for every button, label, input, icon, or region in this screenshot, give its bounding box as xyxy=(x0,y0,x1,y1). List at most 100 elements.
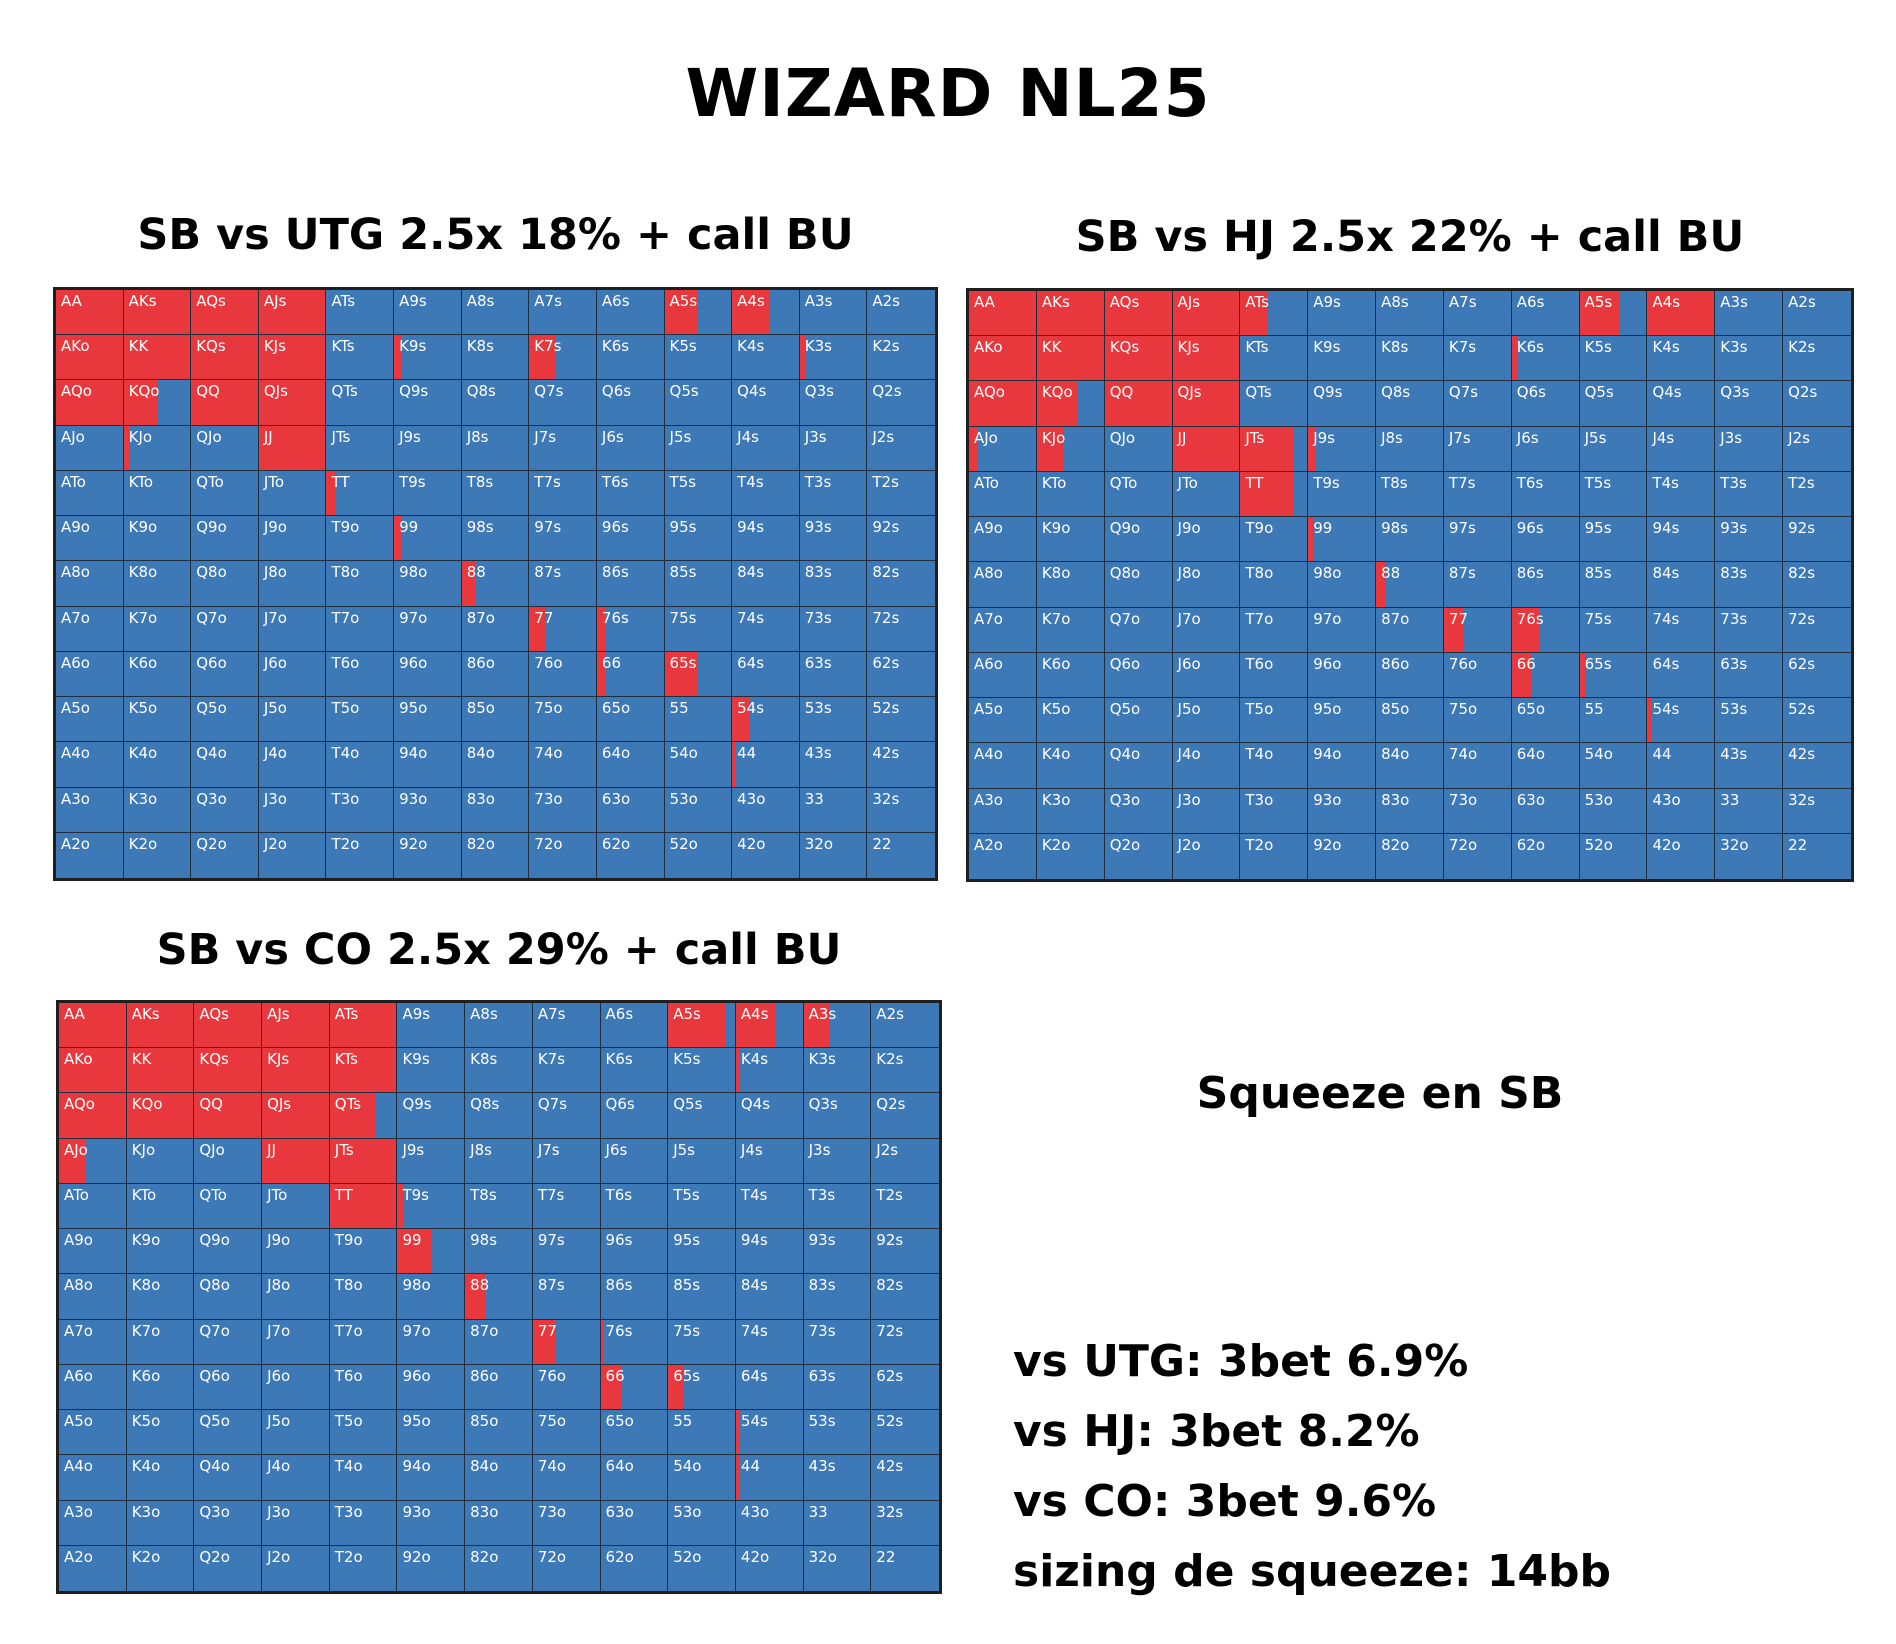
hand-cell: 62s xyxy=(1783,652,1851,699)
hand-cell: 96s xyxy=(1511,517,1580,563)
hand-label: A7s xyxy=(534,292,562,310)
raise-fill xyxy=(969,336,1036,381)
hand-label: T4s xyxy=(740,1185,768,1204)
hand-cell: 84o xyxy=(1376,743,1444,789)
hand-cell: K6o xyxy=(1036,652,1105,699)
hand-cell: J9s xyxy=(394,425,462,471)
hand-label: 92s xyxy=(872,518,900,537)
hand-cell: 55 xyxy=(668,1410,736,1456)
hand-label: K7s xyxy=(537,1050,566,1069)
hand-cell: 64o xyxy=(600,1455,669,1501)
hand-label: 63s xyxy=(1720,654,1748,673)
hand-cell: KQs xyxy=(1104,336,1173,382)
hand-cell: 72s xyxy=(1783,607,1851,653)
hand-cell: 85o xyxy=(461,697,530,743)
hand-label: Q7s xyxy=(537,1095,568,1114)
hand-cell: 96s xyxy=(596,516,665,562)
hand-label: K6o xyxy=(131,1366,161,1385)
hand-cell: Q6s xyxy=(600,1093,669,1139)
hand-label: K4s xyxy=(1652,338,1680,357)
hand-label: QQ xyxy=(199,1095,223,1114)
raise-fill xyxy=(59,1048,126,1093)
hand-cell: A5s xyxy=(1579,291,1648,337)
hand-cell: T7o xyxy=(326,606,395,652)
hand-cell: AJs xyxy=(258,290,327,336)
hand-label: J2o xyxy=(263,834,287,853)
hand-cell: 75s xyxy=(1579,607,1648,653)
hand-label: K9s xyxy=(399,337,427,356)
hand-cell: QTs xyxy=(1240,381,1309,427)
hand-label: QQ xyxy=(196,382,220,401)
hand-cell: T6o xyxy=(329,1364,398,1411)
hand-cell: QTo xyxy=(1104,471,1173,518)
hand-cell: AQo xyxy=(59,1093,127,1139)
hand-cell: QJs xyxy=(258,380,327,426)
hand-cell: 98o xyxy=(394,561,462,607)
hand-label: 53s xyxy=(808,1412,836,1431)
hand-label: KQo xyxy=(1041,383,1073,402)
hand-cell: 32o xyxy=(1715,833,1784,879)
hand-cell: 33 xyxy=(803,1500,872,1546)
hand-cell: A6o xyxy=(56,651,124,698)
hand-cell: 77 xyxy=(532,1319,601,1365)
hand-cell: 44 xyxy=(1647,743,1716,789)
hand-cell: Q9s xyxy=(397,1093,466,1139)
hand-label: J2o xyxy=(267,1547,291,1566)
hand-cell: 82s xyxy=(871,1274,939,1320)
hand-cell: 98s xyxy=(465,1229,533,1275)
hand-label: T7o xyxy=(334,1321,363,1340)
hand-label: Q6s xyxy=(1516,383,1546,402)
hand-cell: A6s xyxy=(596,290,665,336)
hand-label: J5s xyxy=(673,1140,696,1159)
hand-label: 82s xyxy=(876,1276,904,1295)
hand-label: 33 xyxy=(804,789,824,808)
hand-cell: 95s xyxy=(664,516,733,562)
hand-label: 87s xyxy=(1448,564,1476,583)
raise-fill xyxy=(1579,291,1620,336)
hand-label: Q9s xyxy=(399,382,429,401)
hand-cell: 65s xyxy=(1579,652,1648,699)
raise-fill xyxy=(1104,291,1172,336)
hand-cell: 42o xyxy=(735,1545,804,1591)
hand-label: Q8s xyxy=(470,1095,500,1114)
hand-label: T5o xyxy=(331,699,360,718)
hand-cell: K4s xyxy=(735,1048,804,1094)
hand-label: 66 xyxy=(601,653,622,672)
hand-label: TT xyxy=(331,472,350,491)
hand-label: T6s xyxy=(605,1185,633,1204)
hand-label: T5s xyxy=(1584,473,1612,492)
hand-label: 63o xyxy=(601,789,631,808)
hand-label: 86s xyxy=(605,1276,633,1295)
hand-label: 73s xyxy=(1720,609,1748,628)
hand-cell: J3o xyxy=(1172,788,1241,834)
hand-cell: AJo xyxy=(59,1138,127,1184)
hand-cell: 62s xyxy=(867,651,935,698)
raise-fill xyxy=(600,1364,621,1410)
hand-label: K4o xyxy=(1041,745,1071,764)
hand-cell: K5o xyxy=(123,697,192,743)
hand-cell: 54s xyxy=(1647,698,1716,744)
hand-cell: A7s xyxy=(529,290,597,336)
hand-label: K5s xyxy=(1584,338,1612,357)
hand-cell: 74s xyxy=(732,606,800,652)
hand-cell: 97s xyxy=(529,516,597,562)
hand-cell: A7o xyxy=(969,607,1037,653)
hand-cell: Q4s xyxy=(732,380,800,426)
hand-label: 52s xyxy=(1788,700,1816,719)
hand-cell: 87s xyxy=(1443,562,1512,608)
hand-label: KJo xyxy=(131,1140,156,1159)
hand-label: 93s xyxy=(804,518,832,537)
raise-fill xyxy=(1240,426,1294,471)
hand-cell: 72o xyxy=(532,1545,601,1591)
hand-label: T9s xyxy=(399,472,426,491)
hand-label: 86o xyxy=(466,653,495,672)
hand-cell: K4s xyxy=(732,335,800,381)
hand-label: 76s xyxy=(1516,609,1544,628)
hand-cell: KTs xyxy=(1240,336,1309,382)
hand-label: K9o xyxy=(131,1231,161,1250)
hand-label: 32s xyxy=(872,789,900,808)
hand-cell: ATo xyxy=(59,1183,127,1230)
hand-label: A5o xyxy=(61,699,90,718)
hand-cell: KJs xyxy=(258,335,327,381)
hand-label: 53o xyxy=(673,1502,702,1521)
